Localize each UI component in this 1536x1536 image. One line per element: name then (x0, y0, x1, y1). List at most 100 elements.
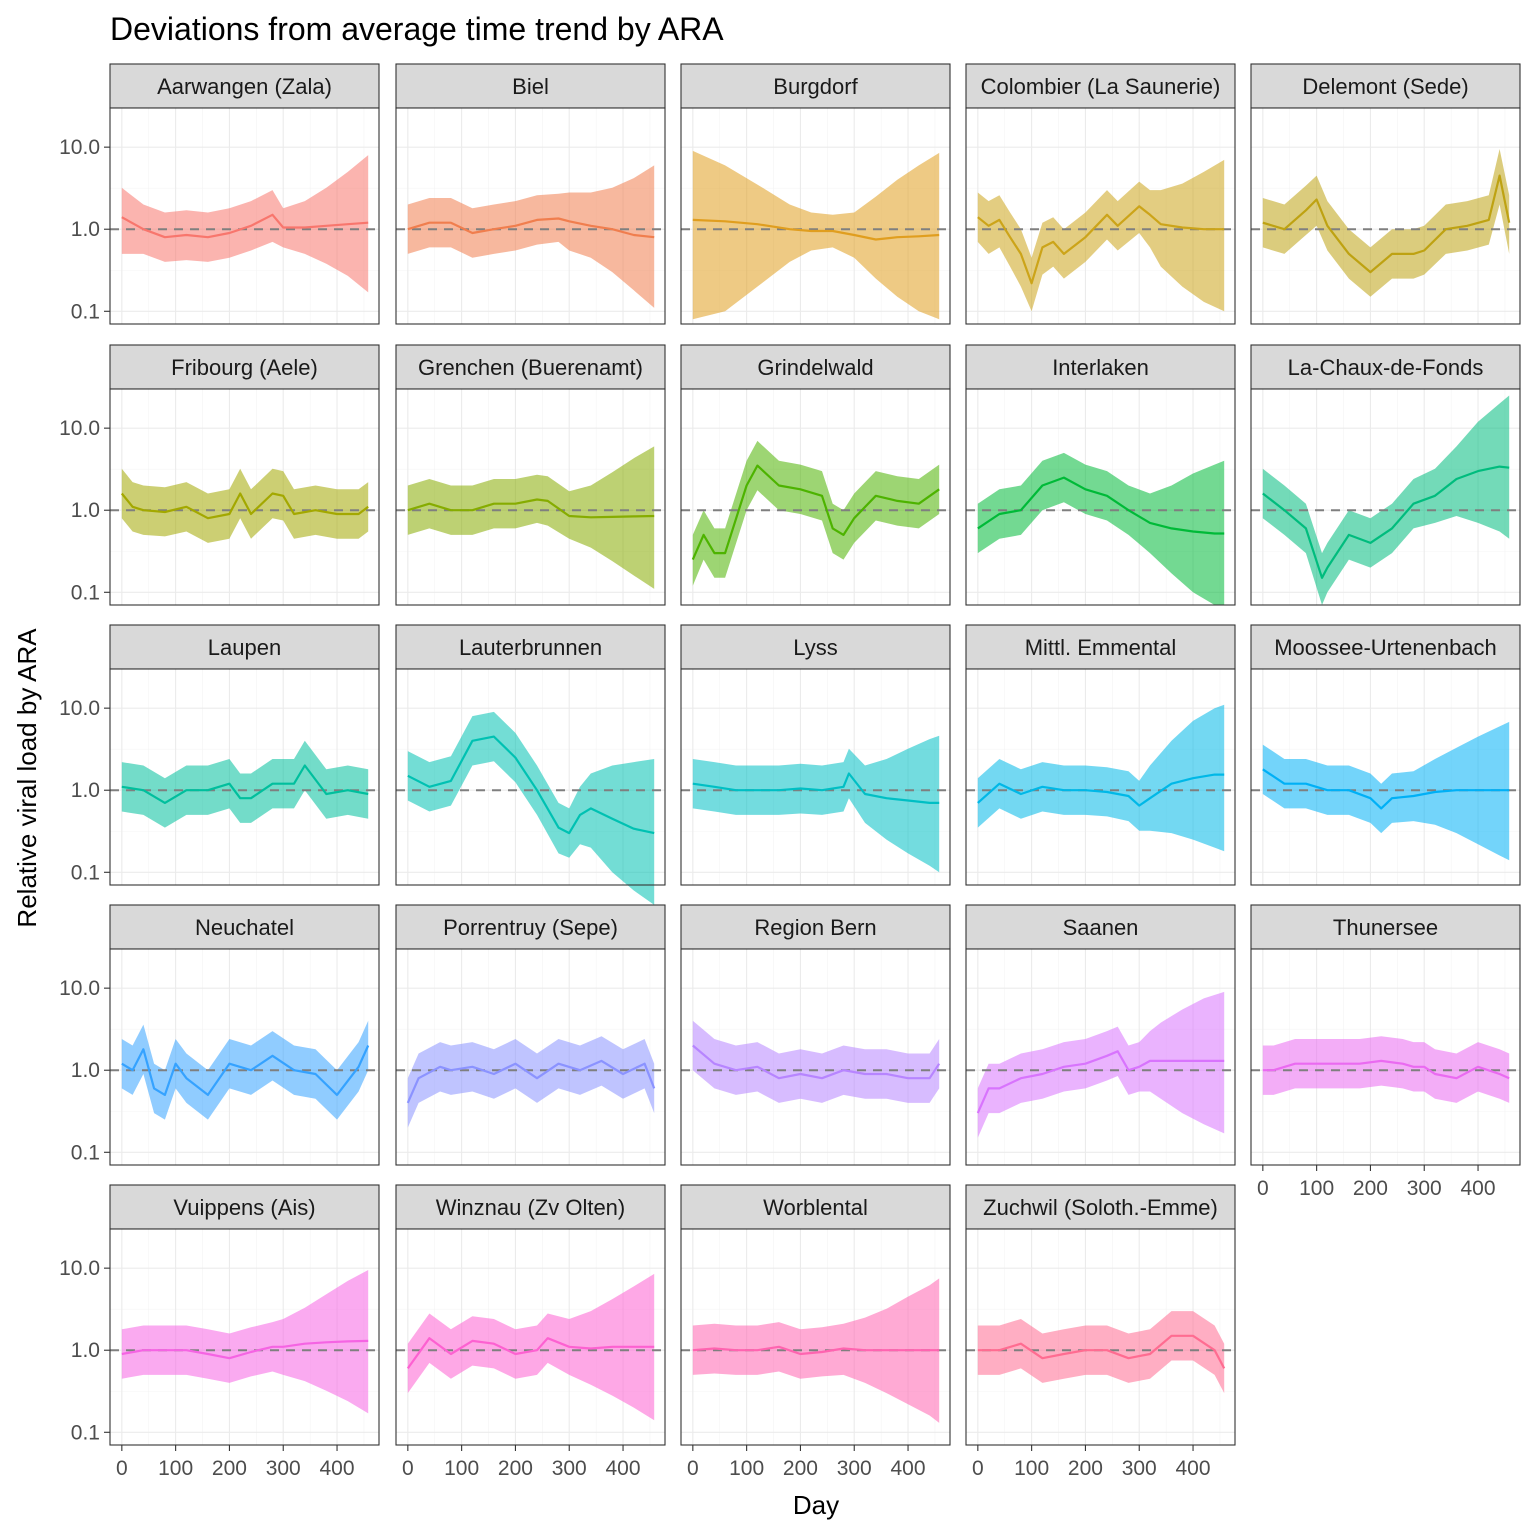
facet-strip-label: Interlaken (1052, 355, 1149, 380)
x-tick-label: 200 (212, 1457, 247, 1480)
y-tick-label: 10.0 (59, 417, 100, 440)
series-line (406, 1059, 656, 1104)
facet-panel: Biel (395, 63, 666, 325)
x-tick-label: 400 (1176, 1457, 1211, 1480)
facet-strip-label: Saanen (1063, 915, 1139, 940)
facet-strip-label: Grindelwald (757, 355, 873, 380)
series-line (977, 205, 1225, 285)
y-tick-label: 10.0 (59, 977, 100, 1000)
y-tick-label: 0.1 (71, 861, 100, 884)
series-line (691, 464, 940, 561)
series-line (1262, 1059, 1510, 1080)
facet-strip-label: Porrentruy (Sepe) (443, 915, 618, 940)
confidence-band (977, 452, 1225, 605)
series-line (121, 1045, 370, 1097)
facet-strip-label: Biel (512, 74, 549, 99)
x-tick-label: 300 (552, 1457, 587, 1480)
facet-panel: Mittl. Emmental (965, 624, 1236, 886)
panel-border (1250, 107, 1521, 325)
facet-strip-label: La-Chaux-de-Fonds (1288, 355, 1484, 380)
x-axis-title: Day (793, 1490, 839, 1520)
confidence-band (121, 155, 369, 293)
facet-panels: Aarwangen (Zala) 0.1 1.0 10.0 Biel Burgdorf Co… (59, 63, 1521, 1480)
facet-strip-label: Worblental (763, 1195, 868, 1220)
facet-strip (965, 1184, 1236, 1230)
facet-strip (395, 904, 666, 950)
x-tick-label: 300 (1122, 1457, 1157, 1480)
facet-panel: Grindelwald (680, 344, 951, 606)
facet-strip-label: Burgdorf (773, 74, 858, 99)
facet-strip-label: Zuchwil (Soloth.-Emme) (983, 1195, 1218, 1220)
facet-panel: Lyss (680, 624, 951, 886)
x-tick-label: 400 (320, 1457, 355, 1480)
series-line (977, 1334, 1226, 1369)
facet-panel: Region Bern (680, 904, 951, 1166)
panel-border (395, 948, 666, 1166)
x-tick-label: 200 (783, 1457, 818, 1480)
series-line (121, 764, 369, 805)
series-line (407, 735, 655, 835)
facet-panel: Grenchen (Buerenamt) (395, 344, 666, 606)
series-line (1262, 174, 1511, 274)
confidence-band (977, 704, 1225, 852)
x-tick-label: 300 (1407, 1177, 1442, 1200)
y-tick-label: 10.0 (59, 136, 100, 159)
facet-panel: Aarwangen (Zala) 0.1 1.0 10.0 (59, 63, 380, 325)
facet-strip (395, 1184, 666, 1230)
confidence-band (1262, 395, 1510, 605)
facet-strip-label: Laupen (208, 635, 281, 660)
facet-panel: Fribourg (Aele) 0.1 1.0 10.0 (59, 344, 380, 606)
confidence-band (977, 159, 1225, 312)
y-tick-label: 0.1 (71, 1421, 100, 1444)
panel-border (395, 668, 666, 886)
x-tick-label: 300 (837, 1457, 872, 1480)
x-tick-label: 100 (1299, 1177, 1334, 1200)
series-line (692, 1044, 941, 1080)
panel-border (109, 107, 380, 325)
confidence-band (121, 740, 369, 828)
x-tick-label: 200 (498, 1457, 533, 1480)
x-tick-label: 200 (1068, 1457, 1103, 1480)
panel-border (1250, 388, 1521, 606)
confidence-band (407, 1036, 655, 1128)
facet-strip (1250, 344, 1521, 390)
facet-panel: Vuippens (Ais) 0.1 1.0 10.0 0 100 200 300 400 (59, 1184, 380, 1480)
facet-panel: Neuchatel 0.1 1.0 10.0 (59, 904, 380, 1166)
series-line (692, 772, 940, 805)
x-tick-label: 400 (1461, 1177, 1496, 1200)
panel-border (109, 1228, 380, 1446)
facet-panel: Winznau (Zv Olten) 0 100 200 300 400 (395, 1184, 666, 1480)
facet-strip (395, 624, 666, 670)
panel-border (965, 388, 1236, 606)
x-tick-label: 0 (687, 1457, 699, 1480)
y-tick-label: 1.0 (71, 1059, 100, 1082)
x-tick-label: 0 (402, 1457, 414, 1480)
panel-border (680, 668, 951, 886)
facet-strip-label: Thunersee (1333, 915, 1438, 940)
y-tick-label: 1.0 (71, 218, 100, 241)
facet-panel: Colombier (La Saunerie) (965, 63, 1236, 325)
facet-panel: Saanen (965, 904, 1236, 1166)
facet-strip (109, 904, 380, 950)
facet-panel: Laupen 0.1 1.0 10.0 (59, 624, 380, 886)
x-tick-label: 0 (1257, 1177, 1269, 1200)
facet-panel: Delemont (Sede) (1250, 63, 1521, 325)
y-tick-label: 10.0 (59, 1257, 100, 1280)
confidence-band (407, 711, 655, 905)
panel-border (1250, 668, 1521, 886)
panel-border (965, 948, 1236, 1166)
facet-strip-label: Colombier (La Saunerie) (981, 74, 1221, 99)
confidence-band (407, 165, 655, 308)
panel-border (680, 948, 951, 1166)
y-tick-label: 0.1 (71, 1141, 100, 1164)
confidence-band (692, 440, 940, 586)
panel-border (965, 1228, 1236, 1446)
series-line (977, 476, 1225, 535)
facet-strip-label: Vuippens (Ais) (173, 1195, 315, 1220)
facet-panel: Porrentruy (Sepe) (395, 904, 666, 1166)
facet-strip-label: Region Bern (754, 915, 876, 940)
series-line (407, 498, 655, 519)
facet-strip-label: Grenchen (Buerenamt) (418, 355, 643, 380)
y-tick-label: 0.1 (71, 581, 100, 604)
panel-border (109, 388, 380, 606)
